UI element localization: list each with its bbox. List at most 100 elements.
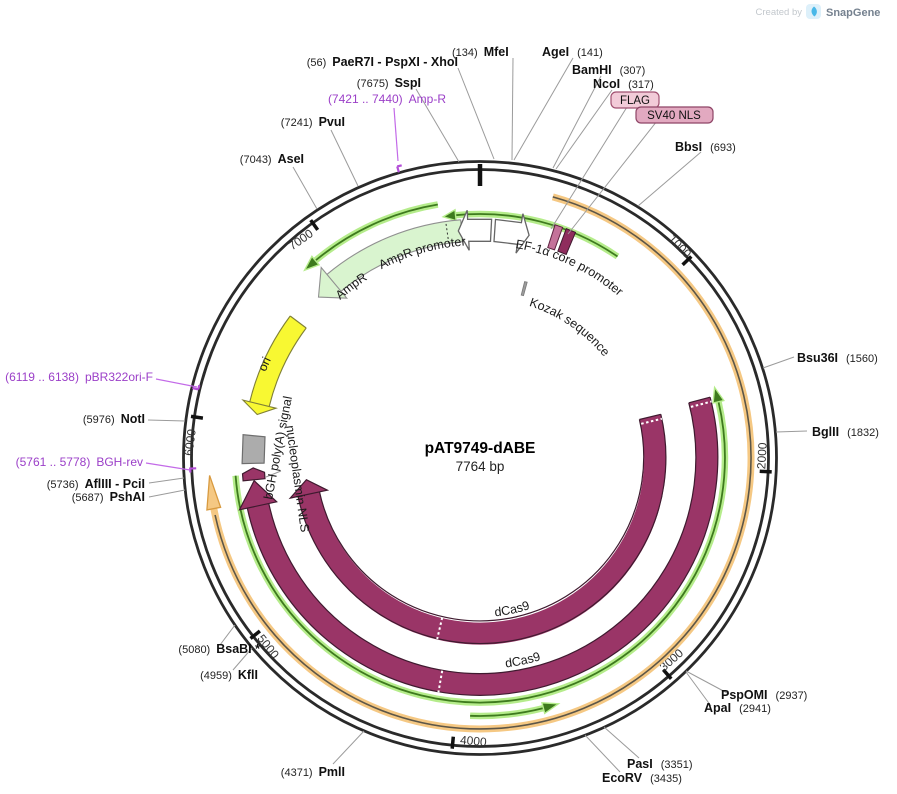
dcas9-outer-break-dotted (437, 670, 444, 693)
feature-flag-bar (547, 224, 564, 251)
site-label-pasi: PasI (3351) (627, 757, 693, 771)
leader-bglii (775, 430, 808, 433)
site-label-pmli: (4371) PmlI (281, 765, 345, 779)
watermark-brand: SnapGene (826, 7, 880, 19)
site-label-apai: ApaI (2941) (704, 701, 771, 715)
ori-edge-out (249, 315, 291, 402)
leader-apai (685, 671, 712, 707)
dcas9-inner-band (298, 414, 667, 645)
site-label-sspi: (7675) SspI (357, 76, 421, 90)
plasmid-size: 7764 bp (456, 459, 505, 474)
ampr-dotted-break (445, 221, 450, 244)
leader-bgh-rev (145, 462, 191, 471)
feature-arc-dcas9-outer (238, 396, 719, 696)
leader-afliii (148, 477, 185, 484)
site-label-agei: AgeI (141) (542, 45, 603, 59)
leader-bsu36i (762, 356, 795, 369)
orf-short-arrowhead-icon (541, 702, 561, 715)
primer-leader-lines (145, 107, 399, 471)
primer-labels: (7421 .. 7440) Amp-R (5761 .. 5778) BGH-re… (5, 92, 446, 469)
tick-label-4000: 4000 (459, 733, 487, 749)
tick-4000 (450, 736, 456, 749)
tick-3000 (661, 668, 673, 680)
snapgene-watermark: Created by SnapGene (756, 4, 880, 19)
feature-nucleoplasmin-nls-arrow (241, 467, 266, 482)
dcas9-inner-arrowhead-icon (288, 478, 330, 500)
dcas9-inner-startcap (639, 413, 661, 421)
feature-bgh-polya-box (241, 434, 266, 465)
site-labels: (56) PaeR7I - PspXI - XhoI (7675) SspI (72… (47, 45, 879, 785)
sv40-box-rect (635, 106, 714, 124)
primer-label-bgh-rev: (5761 .. 5778) BGH-rev (16, 455, 143, 469)
leader-amp-r (393, 107, 399, 162)
ampr-band (326, 219, 463, 292)
leader-flag (550, 106, 628, 230)
site-label-bamhi: BamHI (307) (572, 63, 645, 77)
primer-mark-amp-r (396, 164, 402, 173)
ampr-arrowhead-icon (317, 266, 349, 299)
site-label-pshai: (5687) PshAI (72, 490, 145, 504)
site-label-noti: (5976) NotI (83, 412, 145, 426)
primer-mark-pbr322ori-f (192, 384, 201, 391)
tick-label-6000: 6000 (181, 428, 199, 457)
feature-kozak-bar (520, 281, 528, 297)
site-label-pvui: (7241) PvuI (281, 115, 345, 129)
leader-sspi (415, 88, 460, 163)
sv40-box-text: SV40 NLS (647, 110, 701, 122)
ori-arrowhead-icon (241, 399, 278, 416)
dcas9-inner-edge-in (318, 419, 645, 622)
site-label-bbsi: BbsI (693) (675, 140, 736, 154)
watermark-created-by: Created by (756, 7, 803, 18)
leader-pasi (603, 726, 640, 759)
label-ori: ori (255, 355, 273, 374)
flag-label-box: FLAG (610, 91, 660, 109)
leader-bamhi (552, 75, 602, 169)
tick-2000 (759, 469, 772, 474)
feature-arc-dcas9-inner (288, 413, 667, 645)
plasmid-title: pAT9749-dABE 7764 bp (425, 440, 536, 474)
dcas9-outer-band (247, 397, 718, 696)
dcas9-outer-arrowhead-icon (238, 479, 278, 511)
site-label-bsabi: (5080) BsaBI * (178, 642, 260, 656)
feature-arc-fusion-cds (206, 193, 755, 733)
orf-long-line (234, 401, 726, 704)
site-leader-lines (147, 57, 808, 773)
tick-7000 (309, 219, 320, 231)
leader-noti (147, 419, 186, 422)
plasmid-name: pAT9749-dABE (425, 440, 536, 457)
leader-ecorv (584, 734, 621, 773)
dcas9-outer-startcap (688, 396, 711, 404)
site-label-ncoi: NcoI (317) (593, 77, 654, 91)
dcas9-outer-edge-in (268, 402, 697, 675)
label-nucleoplasmin-nls: nucleoplasmin NLS (283, 424, 312, 533)
ori-edge-in (268, 327, 307, 407)
feature-ef1a-promoter-arrow (493, 213, 530, 254)
site-label-pspomi: PspOMI (2937) (721, 688, 807, 702)
orf-long-arrowhead-icon (712, 385, 725, 404)
tick-1000 (681, 255, 693, 267)
primer-label-pbr322ori-f: (6119 .. 6138) pBR322ori-F (5, 370, 153, 384)
orf-ampr-line (314, 203, 438, 262)
position-ticks (190, 164, 772, 749)
tick-6000 (190, 414, 204, 420)
site-label-afliii-pcii: (5736) AflIII - PciI (47, 477, 145, 491)
primer-mark-bgh-rev (189, 467, 197, 473)
backbone-outer-circle (182, 160, 778, 756)
dcas9-outer-start-dotted (690, 400, 712, 408)
orf-short-line (470, 707, 544, 717)
feature-ori (241, 315, 307, 416)
leader-mfei (511, 57, 514, 161)
leader-xhoi (457, 67, 495, 160)
leader-pbr322ori-f (155, 378, 198, 388)
fusion-cds-arrowhead-icon (206, 475, 222, 511)
leader-ncoi (555, 89, 613, 170)
leader-pvui (330, 129, 359, 187)
site-label-asei: (7043) AseI (240, 152, 304, 166)
leader-kfli (232, 647, 253, 671)
primer-label-amp-r: (7421 .. 7440) Amp-R (328, 92, 446, 106)
fusion-cds-centerline (214, 196, 752, 730)
ampr-edge-out (326, 219, 461, 275)
feature-sv40-nls-bar (557, 228, 577, 256)
dcas9-inner-break-dotted (436, 617, 444, 640)
